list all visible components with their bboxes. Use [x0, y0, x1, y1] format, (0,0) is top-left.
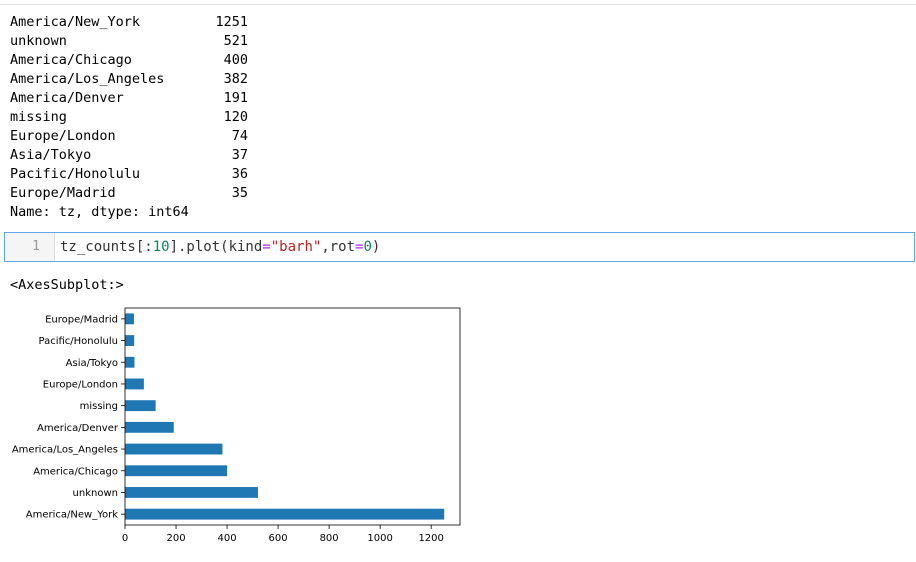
output-value: 36 [231, 166, 248, 182]
output-row: Europe/London 74 [10, 127, 248, 146]
code-token-operator: = [355, 239, 364, 255]
output-row: America/Los_Angeles 382 [10, 70, 248, 89]
x-tick-label: 0 [122, 533, 128, 544]
code-token-string: "barh" [270, 239, 322, 255]
output-key: missing [10, 109, 67, 125]
output-row: missing 120 [10, 108, 248, 127]
bar [125, 465, 228, 477]
x-tick-label: 400 [218, 533, 237, 544]
bar [125, 335, 135, 346]
bar [125, 400, 156, 412]
series-output: America/New_York 1251 unknown 521 America/Ch… [10, 13, 248, 222]
output-key: America/Chicago [10, 52, 132, 68]
x-tick-label: 600 [269, 533, 288, 544]
output-key: America/Denver [10, 90, 124, 106]
output-value: 35 [231, 185, 248, 201]
output-value: 400 [223, 52, 248, 68]
output-key: America/New_York [10, 14, 141, 30]
code-token: ,rot [321, 239, 356, 255]
output-key: Asia/Tokyo [10, 147, 92, 163]
output-value: 120 [223, 109, 248, 125]
bar [125, 443, 223, 455]
output-value: 382 [223, 71, 248, 87]
y-tick-label: America/Chicago [33, 466, 118, 477]
code-line[interactable]: tz_counts[:10].plot(kind="barh",rot=0) [60, 233, 380, 261]
axes-frame [124, 307, 461, 526]
output-key: Pacific/Honolulu [10, 166, 141, 182]
output-row: unknown 521 [10, 32, 248, 51]
bar [125, 487, 258, 498]
bar [125, 313, 134, 325]
output-value: 1251 [215, 14, 248, 30]
output-row: Pacific/Honolulu 36 [10, 165, 248, 184]
bar [125, 508, 445, 520]
output-footer: Name: tz, dtype: int64 [10, 204, 189, 220]
output-key: Europe/Madrid [10, 185, 116, 201]
y-tick-label: America/Los_Angeles [12, 445, 118, 456]
output-key: America/Los_Angeles [10, 71, 165, 87]
output-value: 191 [223, 90, 248, 106]
x-tick-label: 1000 [367, 533, 392, 544]
output-row: America/Chicago 400 [10, 51, 248, 70]
bar [125, 378, 144, 390]
bar [125, 356, 135, 368]
code-token: tz_counts[: [60, 239, 153, 255]
bar [125, 421, 174, 433]
y-tick-label: America/Denver [37, 423, 119, 434]
code-token-operator: = [262, 239, 271, 255]
code-token-number: 10 [152, 239, 170, 255]
code-cell[interactable]: 1 tz_counts[:10].plot(kind="barh",rot=0) [4, 232, 915, 262]
y-tick-label: America/New_York [26, 510, 118, 521]
output-key: Europe/London [10, 128, 116, 144]
y-tick-label: Europe/Madrid [45, 314, 118, 325]
output-key: unknown [10, 33, 67, 49]
output-value: 37 [231, 147, 248, 163]
top-border [0, 0, 916, 5]
y-tick-label: unknown [73, 488, 118, 499]
x-tick-label: 200 [166, 533, 185, 544]
output-value: 74 [231, 128, 248, 144]
output-row: Asia/Tokyo 37 [10, 146, 248, 165]
execute-result: <AxesSubplot:> [10, 277, 124, 293]
x-tick-label: 1200 [418, 533, 443, 544]
y-tick-label: Pacific/Honolulu [39, 336, 118, 347]
code-token: ].plot(kind [169, 239, 263, 255]
output-row: Europe/Madrid 35 [10, 184, 248, 203]
output-row: America/New_York 1251 [10, 13, 248, 32]
barh-chart: America/New_York unknown America/Chicago Am… [12, 307, 461, 544]
output-row: America/Denver 191 [10, 89, 248, 108]
x-tick-label: 800 [320, 533, 339, 544]
code-token-number: 0 [363, 239, 372, 255]
output-value: 521 [223, 33, 248, 49]
line-number: 1 [5, 233, 55, 261]
y-tick-label: missing [80, 401, 118, 412]
y-tick-label: Europe/London [43, 379, 118, 390]
y-tick-label: Asia/Tokyo [66, 358, 118, 369]
code-token: ) [371, 239, 381, 255]
